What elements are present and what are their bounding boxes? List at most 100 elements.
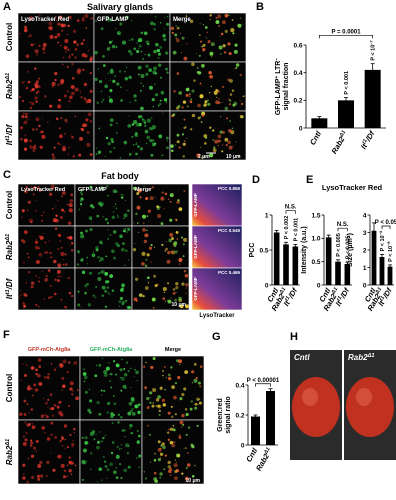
signal-spot [127,411,132,416]
signal-spot [60,252,65,257]
signal-spot [49,104,53,108]
signal-spot [90,17,93,20]
text-part: t1 [336,295,344,302]
signal-spot [178,434,181,437]
signal-spot [98,260,101,262]
signal-spot [66,236,69,239]
eye-highlight [356,388,372,406]
signal-spot [23,28,28,33]
signal-spot [178,296,182,301]
signal-spot [41,117,43,119]
signal-spot [151,98,155,102]
bar [335,261,341,285]
signal-spot [185,126,187,128]
signal-spot [207,99,209,102]
signal-spot [50,452,52,454]
signal-spot [34,245,39,250]
signal-spot [86,460,88,462]
text-part: Rab2 [5,79,14,99]
signal-spot [152,388,157,393]
signal-spot [191,62,195,67]
signal-spot [102,55,105,58]
signal-spot [109,79,111,81]
signal-spot [181,133,184,136]
signal-spot [38,280,41,283]
signal-spot [84,436,88,440]
signal-spot [95,364,98,367]
text-part: GFP-LAMP [275,78,282,115]
signal-spot [18,95,22,99]
signal-spot [111,40,114,43]
signal-spot [50,363,53,365]
signal-spot [27,80,31,84]
signal-spot [230,28,235,33]
signal-spot [131,123,135,126]
y-tick-label: 0 [299,125,303,132]
signal-spot [99,203,103,207]
column-label: Merge [135,187,151,193]
row-label: Rab2Δ1 [5,234,14,260]
signal-spot [220,116,222,118]
signal-spot [97,276,102,282]
signal-spot [48,26,51,29]
signal-spot [183,140,186,142]
signal-spot [124,76,129,81]
signal-spot [37,85,41,88]
signal-spot [209,19,211,21]
signal-spot [45,415,49,419]
signal-spot [233,49,238,54]
signal-spot [63,94,67,98]
signal-spot [69,387,73,391]
signal-spot [124,227,127,230]
signal-spot [184,273,189,278]
signal-spot [231,19,234,21]
signal-spot [110,414,114,419]
signal-spot [148,68,153,73]
signal-spot [228,52,232,56]
signal-spot [198,401,202,405]
signal-spot [147,424,150,427]
signal-spot [185,87,190,92]
signal-spot [71,393,74,396]
signal-spot [114,373,118,376]
signal-spot [239,100,241,102]
signal-spot [211,56,213,58]
signal-spot [25,432,28,435]
p-value-label: P < 0.001 [344,71,350,95]
signal-spot [104,155,106,158]
signal-spot [107,141,111,146]
signal-spot [125,361,128,364]
signal-spot [86,142,91,147]
signal-spot [68,235,73,240]
bar [364,69,381,128]
signal-spot [158,409,161,413]
signal-spot [175,282,179,286]
signal-spot [226,117,229,120]
signal-spot [42,398,44,400]
signal-spot [77,290,80,293]
signal-spot [169,467,173,472]
signal-spot [189,93,191,95]
signal-spot [26,252,29,255]
signal-spot [70,473,73,476]
signal-spot [53,146,56,149]
signal-spot [153,28,156,31]
signal-spot [218,45,223,50]
signal-spot [228,14,230,17]
signal-spot [140,82,142,85]
signal-spot [54,71,58,76]
signal-spot [67,153,70,155]
signal-spot [119,376,121,379]
y-tick-label: 1.0 [311,236,320,243]
signal-spot [102,64,106,67]
signal-spot [27,70,30,73]
signal-spot [139,196,142,199]
signal-spot [195,52,198,55]
signal-spot [174,250,178,254]
signal-spot [41,270,43,272]
signal-spot [118,448,121,451]
signal-spot [151,125,157,130]
signal-spot [95,285,98,288]
signal-spot [112,211,115,213]
signal-spot [46,278,48,280]
